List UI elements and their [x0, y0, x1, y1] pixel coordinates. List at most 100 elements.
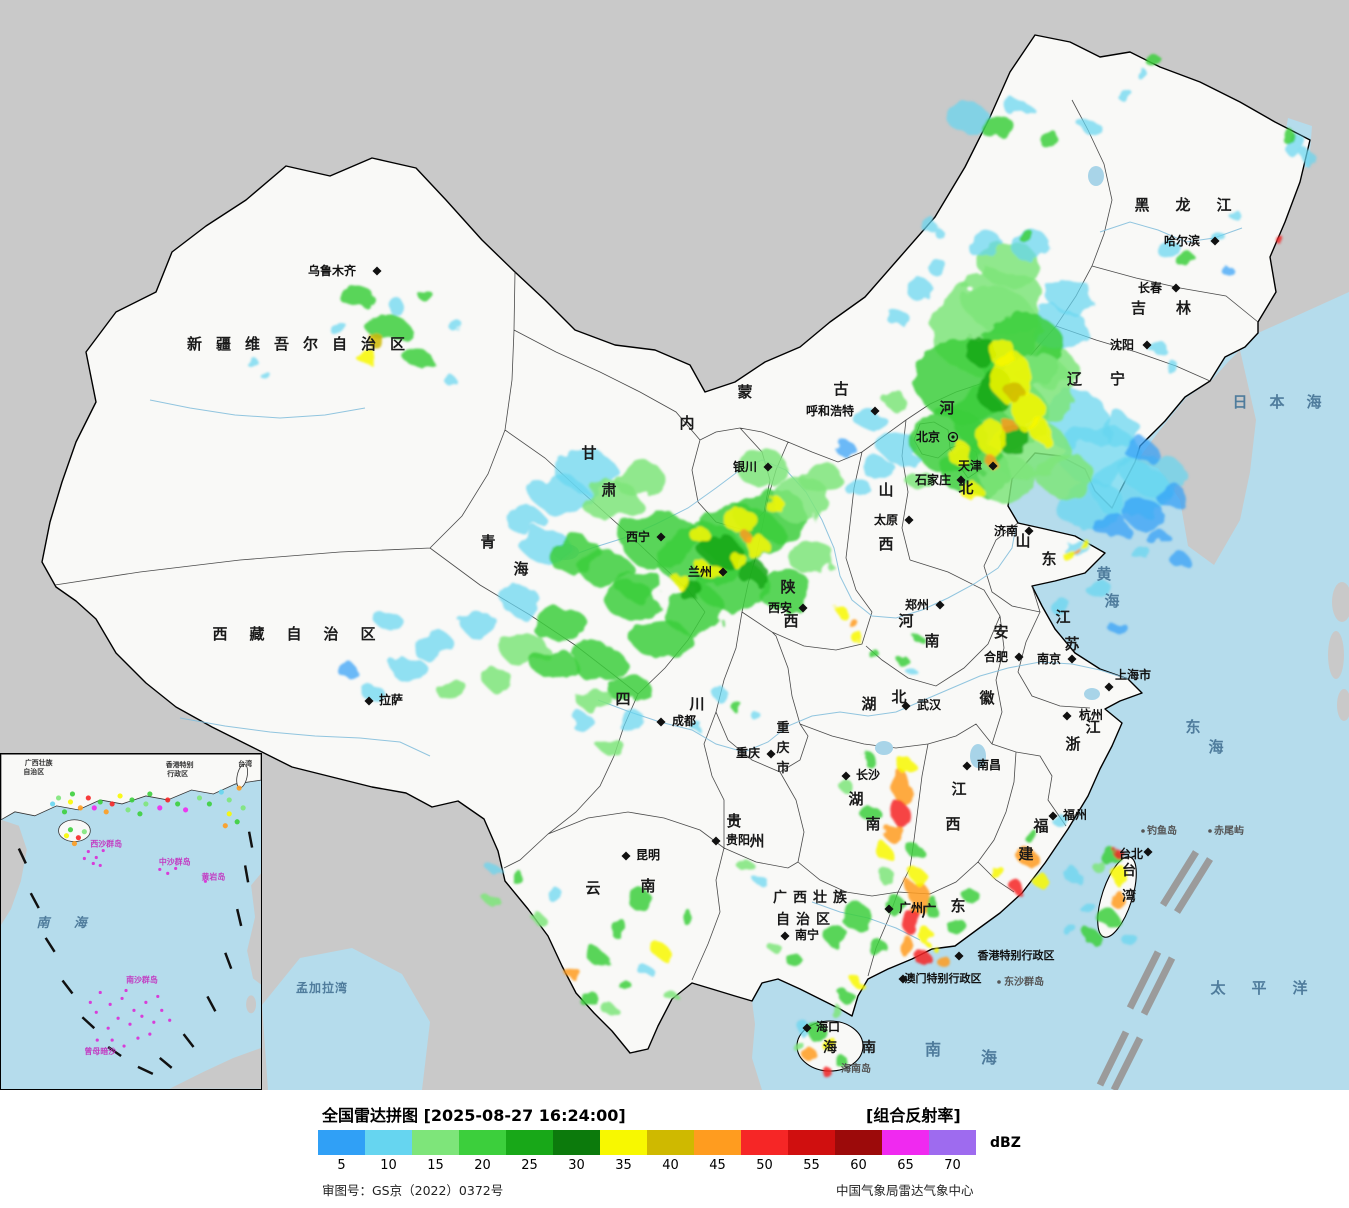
radar-echo [989, 338, 1015, 366]
nine-dash-segment [206, 995, 217, 1012]
radar-echo [853, 978, 863, 988]
scale-tick-10: 10 [380, 1158, 397, 1173]
city-marker [656, 532, 666, 542]
city-label: 福州 [1062, 807, 1087, 822]
radar-echo [1121, 931, 1135, 945]
radar-echo [818, 1063, 828, 1073]
island-group-dot [128, 1022, 132, 1026]
scale-cell-35 [600, 1130, 647, 1155]
province-label: 山 [878, 481, 893, 499]
radar-echo [1020, 231, 1036, 245]
radar-echo [1109, 621, 1127, 635]
radar-echo [377, 613, 403, 631]
radar-echo [1092, 513, 1128, 537]
inset-radar-echo [77, 805, 83, 811]
province-label: 贵 [726, 812, 741, 830]
nine-dash-segment [107, 1046, 122, 1057]
province-label: 广 [921, 902, 936, 920]
south-china-sea-inset: 广西壮族 自治区 香港特别 行政区 台湾 西沙群岛 中沙群岛 黄岩岛 南沙群岛 曾母暗沙 南 海 [0, 753, 262, 1090]
island-group-dot [158, 867, 162, 871]
scale-tick-25: 25 [521, 1158, 538, 1173]
radar-echo [505, 507, 545, 533]
province-label: 南 [862, 1039, 876, 1056]
radar-echo [1224, 205, 1236, 215]
city-label: 长春 [1138, 280, 1163, 295]
island-group-dot [116, 1016, 120, 1020]
province-label: 江 [951, 780, 966, 798]
province-label: 古 [833, 380, 848, 398]
city-label: 杭州 [1079, 707, 1103, 722]
radar-echo [948, 920, 968, 936]
geo-small-label: 东沙群岛 [1004, 975, 1044, 988]
city-label: 太原 [874, 512, 898, 527]
nine-dash-segment [247, 831, 254, 848]
dbz-unit-label: dBZ [990, 1135, 1021, 1151]
scale-cell-45 [694, 1130, 741, 1155]
city-label: 乌鲁木齐 [308, 263, 357, 278]
inset-radar-echo [240, 805, 246, 811]
scale-tick-55: 55 [803, 1158, 820, 1173]
island-group-dot [91, 861, 95, 866]
radar-echo-layer [242, 56, 1316, 1073]
radar-echo [727, 551, 745, 565]
radar-echo [1099, 908, 1117, 928]
radar-echo [788, 542, 836, 574]
province-label: 自治区 [776, 911, 836, 928]
scale-cell-30 [553, 1130, 600, 1155]
rivers [149, 221, 1243, 941]
radar-echo [1113, 848, 1123, 858]
capital-marker [947, 431, 959, 443]
province-label: 湖 [848, 790, 863, 808]
inset-island-dots [82, 848, 208, 1048]
inset-radar-echo [109, 801, 115, 807]
radar-echo [1155, 483, 1185, 507]
geo-small-label: 赤尾屿 [1214, 824, 1244, 837]
radar-echo [660, 584, 724, 632]
inset-radar-echo [196, 795, 203, 801]
inset-radar-echo [103, 809, 109, 815]
scale-tick-20: 20 [474, 1158, 491, 1173]
radar-echo [862, 457, 894, 479]
radar-echo [1002, 417, 1014, 433]
province-label: 庆 [775, 740, 789, 756]
inset-radar-echo [71, 841, 78, 847]
inset-radar-echo [147, 791, 153, 797]
city-label: 南宁 [795, 927, 819, 942]
radar-echo [532, 477, 588, 513]
radar-echo [836, 1058, 850, 1068]
japan-islands [1328, 582, 1349, 721]
radar-echo [1168, 551, 1188, 565]
city-marker [1014, 652, 1024, 662]
radar-echo [1074, 548, 1082, 556]
island-group-dot [94, 855, 98, 860]
city-marker [1143, 847, 1153, 857]
radar-echo [626, 888, 650, 908]
radar-echo [947, 439, 969, 465]
radar-echo [1030, 871, 1046, 885]
city-label: 上海市 [1115, 667, 1151, 682]
radar-echo [925, 898, 941, 918]
inset-label: 自治区 [23, 767, 44, 776]
scale-tick-5: 5 [337, 1158, 346, 1173]
scale-cell-65 [882, 1130, 929, 1155]
radar-echo [808, 1024, 828, 1042]
radar-echo [1304, 152, 1316, 168]
province-label: 西 [783, 612, 798, 630]
island-group-dot [88, 1000, 92, 1004]
island-group-dot [110, 1038, 114, 1042]
radar-echo [1063, 550, 1077, 562]
radar-echo [485, 894, 499, 906]
city-label: 济南 [994, 523, 1018, 538]
scale-tick-70: 70 [944, 1158, 961, 1173]
province-label: 新疆维吾尔自治区 [187, 335, 419, 353]
radar-echo [893, 773, 913, 803]
radar-echo [410, 630, 454, 660]
province-label: 川 [688, 695, 704, 713]
city-label: 南昌 [977, 757, 1001, 772]
island-group-dot [132, 1008, 136, 1012]
nine-dash-segment [224, 952, 233, 970]
scale-cell-55 [788, 1130, 835, 1155]
radar-echo [650, 941, 666, 955]
inset-label: 香港特别 [165, 760, 194, 769]
